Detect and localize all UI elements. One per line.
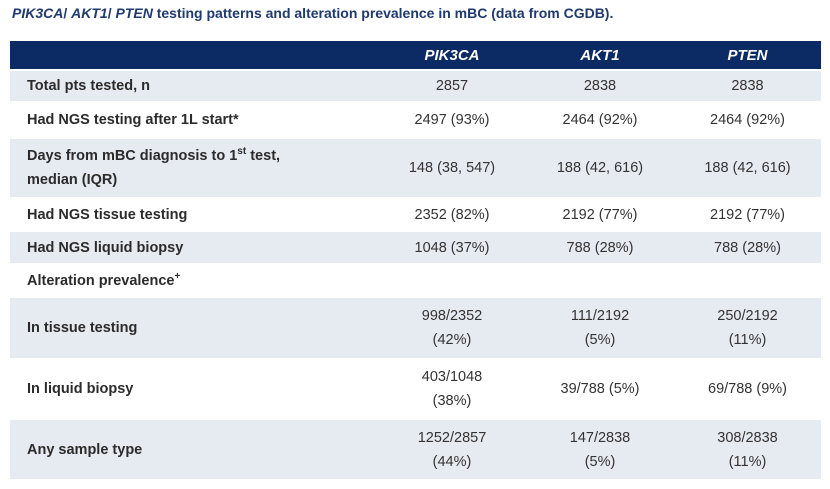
table-row: In liquid biopsy 403/1048 (38%) 39/788 (5…: [10, 359, 821, 419]
cell-pten: 308/2838 (11%): [674, 419, 821, 479]
table-row: Had NGS tissue testing 2352 (82%) 2192 (…: [10, 198, 821, 231]
cell-akt1: 2192 (77%): [562, 206, 638, 223]
cell-akt1: 147/2838 (5%): [526, 419, 674, 479]
cell-akt1: 2464 (92%): [562, 112, 638, 128]
cell-empty: [674, 264, 821, 297]
cell-akt1: 188 (42, 616): [526, 138, 674, 198]
cell-line: (5%): [584, 332, 616, 348]
cell-line: 147/2838: [569, 429, 631, 446]
row-label: Had NGS liquid biopsy: [10, 231, 378, 264]
table-row: Had NGS liquid biopsy 1048 (37%) 788 (28…: [10, 231, 821, 264]
table-row: Total pts tested, n 2857 2838 2838: [10, 70, 821, 102]
cell-pten: 69/788 (9%): [708, 381, 787, 397]
table-row: Had NGS testing after 1L start* 2497 (93…: [10, 102, 821, 138]
cell-pik3ca: 1048 (37%): [378, 231, 526, 264]
cell-pten: 2838: [674, 70, 821, 102]
title-gene-pten: PTEN: [115, 5, 153, 21]
cell-pik3ca: 403/1048 (38%): [378, 359, 526, 419]
cell-line: 250/2192: [717, 308, 778, 324]
cell-line: 998/2352: [421, 308, 483, 324]
cell-akt1: 39/788 (5%): [560, 381, 640, 397]
cell-pten: 188 (42, 616): [674, 138, 821, 198]
cell-pik3ca: 998/2352 (42%): [378, 297, 526, 359]
row-label: Any sample type: [10, 419, 378, 479]
cell-line: (5%): [584, 453, 616, 470]
data-table: PIK3CA AKT1 PTEN Total pts tested, n 285…: [10, 41, 821, 479]
cell-pik3ca: 2857: [378, 70, 526, 102]
row-label-superscript: st: [237, 146, 247, 158]
row-label-part: median (IQR): [27, 172, 118, 188]
cell-line: (42%): [432, 332, 472, 348]
cell-pten: 788 (28%): [674, 231, 821, 264]
header-pik3ca: PIK3CA: [378, 41, 526, 70]
cell-line: (11%): [728, 453, 767, 470]
cell-empty: [378, 264, 526, 297]
row-label: Had NGS testing after 1L start*: [27, 112, 239, 128]
row-label: Days from mBC diagnosis to 1st test, medi…: [10, 138, 378, 198]
cell-pten: 250/2192 (11%): [674, 297, 821, 359]
cell-line: (38%): [432, 393, 472, 409]
row-label: Total pts tested, n: [10, 70, 378, 102]
cell-pik3ca: 2352 (82%): [414, 206, 490, 223]
row-label: Alteration prevalence+: [10, 264, 378, 297]
cell-pik3ca: 148 (38, 547): [378, 138, 526, 198]
header-pten: PTEN: [674, 41, 821, 70]
title-text: testing patterns and alteration prevalen…: [152, 5, 614, 21]
table-row: In tissue testing 998/2352 (42%) 111/2192…: [10, 297, 821, 359]
row-label: In liquid biopsy: [27, 381, 134, 397]
row-label: Had NGS tissue testing: [27, 206, 188, 223]
cell-empty: [526, 264, 674, 297]
cell-line: 1252/2857: [417, 429, 487, 446]
cell-pten: 2192 (77%): [710, 206, 785, 223]
cell-akt1: 788 (28%): [526, 231, 674, 264]
cell-pik3ca: 1252/2857 (44%): [378, 419, 526, 479]
table-row: Days from mBC diagnosis to 1st test, medi…: [10, 138, 821, 198]
cell-line: 308/2838: [717, 429, 778, 446]
cell-line: (44%): [432, 453, 472, 470]
cell-akt1: 111/2192 (5%): [526, 297, 674, 359]
cell-line: (11%): [728, 332, 767, 348]
table-title: PIK3CA/ AKT1/ PTEN testing patterns and …: [12, 5, 614, 21]
cell-line: 403/1048: [421, 369, 483, 385]
cell-akt1: 2838: [526, 70, 674, 102]
cell-pik3ca: 2497 (93%): [414, 112, 490, 128]
row-label-part: Days from mBC diagnosis to 1: [27, 148, 238, 164]
cell-pten: 2464 (92%): [710, 112, 785, 128]
cell-line: 111/2192: [570, 308, 630, 324]
header-empty: [10, 41, 378, 70]
row-label-part: Alteration prevalence: [27, 272, 175, 289]
title-gene-akt1: AKT1: [71, 5, 108, 21]
table-header-row: PIK3CA AKT1 PTEN: [10, 41, 821, 70]
table-row: Alteration prevalence+: [10, 264, 821, 297]
title-gene-pik3ca: PIK3CA: [12, 5, 64, 21]
row-label-part: test,: [246, 148, 281, 164]
row-label: In tissue testing: [10, 297, 378, 359]
header-akt1: AKT1: [526, 41, 674, 70]
table-row: Any sample type 1252/2857 (44%) 147/2838 (…: [10, 419, 821, 479]
row-label-superscript: +: [174, 270, 181, 282]
